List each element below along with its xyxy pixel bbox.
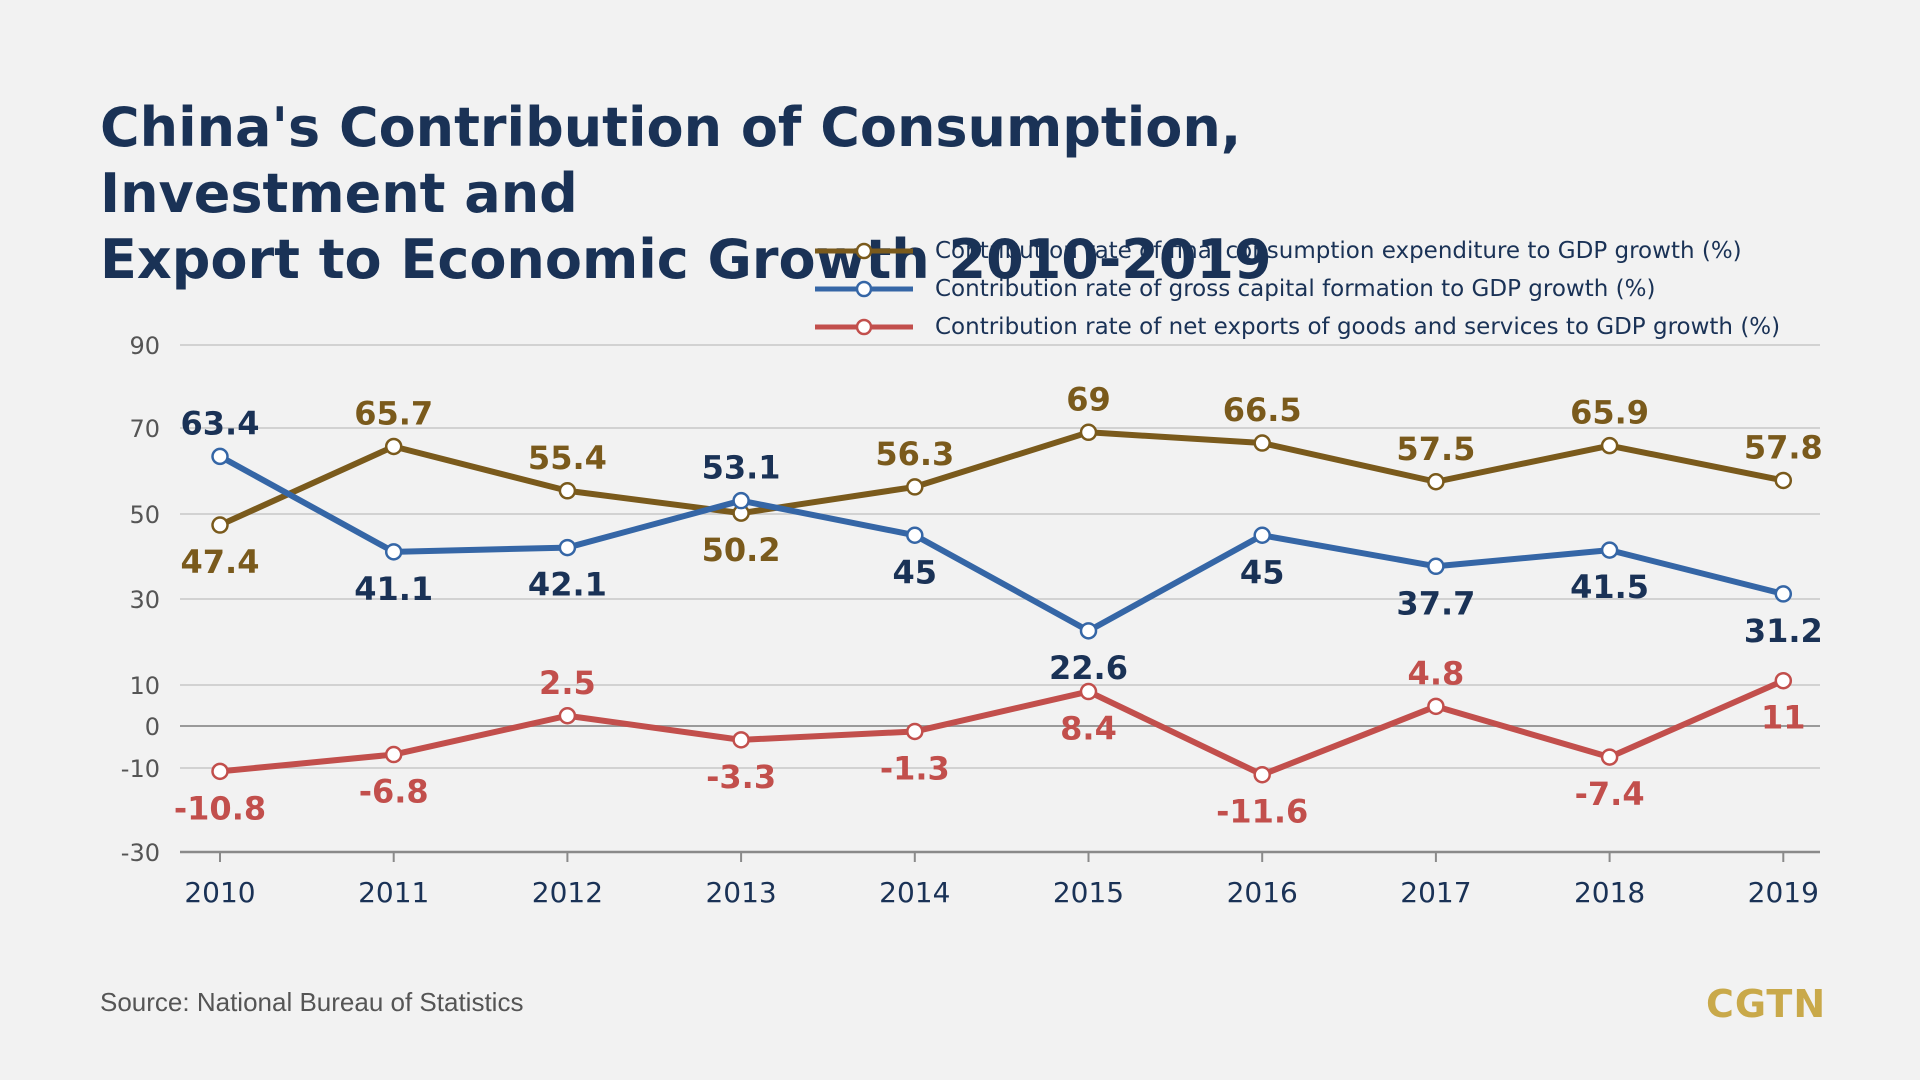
data-label: 41.1: [354, 570, 433, 608]
chart-title: China's Contribution of Consumption, Inv…: [100, 95, 1600, 293]
data-point: [906, 478, 924, 496]
legend-label-net-exports: Contribution rate of net exports of good…: [935, 314, 1781, 340]
chart-title-line-2: Export to Economic Growth 2010-2019: [100, 228, 1272, 291]
y-tick-label: 50: [129, 501, 160, 529]
data-point: [906, 722, 924, 741]
data-point: [384, 543, 403, 561]
legend-swatch-net-exports: [815, 318, 913, 336]
data-label: 53.1: [702, 449, 781, 487]
data-label: 2.5: [539, 664, 596, 702]
data-label: 63.4: [181, 404, 260, 442]
data-point: [1079, 622, 1098, 640]
data-label: -3.3: [706, 758, 776, 796]
y-tick-label: 0: [145, 713, 160, 741]
data-label: 41.5: [1570, 568, 1649, 606]
data-point: [558, 538, 577, 557]
data-label: 45: [1240, 553, 1285, 591]
x-tick-label: 2019: [1748, 876, 1819, 909]
cgtn-logo: CGTN: [1706, 982, 1827, 1026]
data-point: [1774, 585, 1793, 603]
data-label: 57.5: [1396, 430, 1475, 468]
x-tick-label: 2011: [358, 876, 429, 909]
x-tick-label: 2016: [1227, 876, 1298, 909]
y-tick-label: -10: [121, 755, 160, 783]
data-point: [1079, 682, 1098, 701]
legend-item-capital: Contribution rate of gross capital forma…: [815, 270, 1780, 308]
data-label: 55.4: [528, 439, 607, 477]
x-tick-label: 2014: [879, 876, 950, 909]
data-point: [384, 745, 403, 764]
series-line-2: [217, 677, 1787, 778]
data-label: 69: [1066, 380, 1111, 418]
data-label: 22.6: [1049, 649, 1128, 687]
x-tick-label: 2010: [184, 876, 255, 909]
data-label: -6.8: [359, 773, 429, 811]
x-tick-label: 2015: [1053, 876, 1124, 909]
data-point: [1079, 423, 1098, 442]
data-label: -1.3: [880, 749, 950, 787]
data-label: 65.9: [1570, 394, 1649, 432]
data-label: -11.6: [1216, 793, 1308, 831]
x-tick-label: 2017: [1400, 876, 1471, 909]
data-label: -10.8: [174, 789, 266, 827]
data-label: 65.7: [354, 394, 433, 432]
data-point: [1253, 765, 1271, 784]
data-point: [211, 447, 229, 466]
data-point: [1600, 436, 1619, 455]
data-label: 50.2: [702, 531, 781, 569]
data-point: [211, 516, 229, 534]
series-line-1: [217, 453, 1787, 634]
x-tick-label: 2012: [532, 876, 603, 909]
data-point: [1253, 526, 1271, 544]
data-point: [558, 707, 577, 725]
data-point: [1774, 471, 1793, 490]
data-point: [1427, 473, 1445, 491]
data-point: [1600, 748, 1619, 766]
data-point: [384, 437, 403, 456]
data-label: 56.3: [875, 435, 954, 473]
data-point: [1774, 671, 1793, 690]
data-point: [1427, 557, 1445, 576]
data-point: [1253, 434, 1271, 452]
data-point: [732, 491, 750, 510]
legend-item-net-exports: Contribution rate of net exports of good…: [815, 308, 1780, 346]
chart-title-line-1: China's Contribution of Consumption, Inv…: [100, 96, 1242, 225]
legend-swatch-consumption: [815, 242, 913, 260]
legend-label-capital: Contribution rate of gross capital forma…: [935, 276, 1656, 302]
data-label: 37.7: [1396, 584, 1475, 622]
data-point: [211, 762, 229, 781]
data-point: [558, 482, 577, 500]
data-label: 42.1: [528, 566, 607, 604]
source-note: Source: National Bureau of Statistics: [100, 987, 524, 1017]
y-tick-label: 10: [129, 672, 160, 700]
legend-item-consumption: Contribution rate of final consumption e…: [815, 232, 1780, 270]
data-point: [732, 731, 750, 749]
data-point: [1427, 697, 1445, 716]
y-tick-label: -30: [121, 839, 160, 867]
x-tick-label: 2018: [1574, 876, 1645, 909]
data-label: 8.4: [1060, 710, 1117, 748]
y-tick-label: 30: [129, 586, 160, 614]
series-line-0: [217, 429, 1787, 529]
data-label: 47.4: [181, 543, 260, 581]
y-tick-label: 90: [129, 332, 160, 360]
data-label: 57.8: [1744, 428, 1823, 466]
data-label: 66.5: [1223, 391, 1302, 429]
data-label: 11: [1761, 699, 1806, 737]
data-label: 4.8: [1408, 654, 1465, 692]
data-point: [1600, 541, 1619, 559]
x-tick-label: 2013: [705, 876, 776, 909]
y-tick-label: 70: [129, 415, 160, 443]
legend-label-consumption: Contribution rate of final consumption e…: [935, 238, 1742, 264]
data-point: [906, 526, 924, 544]
data-label: -7.4: [1575, 775, 1645, 813]
legend-swatch-capital: [815, 280, 913, 298]
legend: Contribution rate of final consumption e…: [815, 232, 1780, 346]
data-label: 31.2: [1744, 612, 1823, 650]
data-label: 45: [893, 553, 938, 591]
